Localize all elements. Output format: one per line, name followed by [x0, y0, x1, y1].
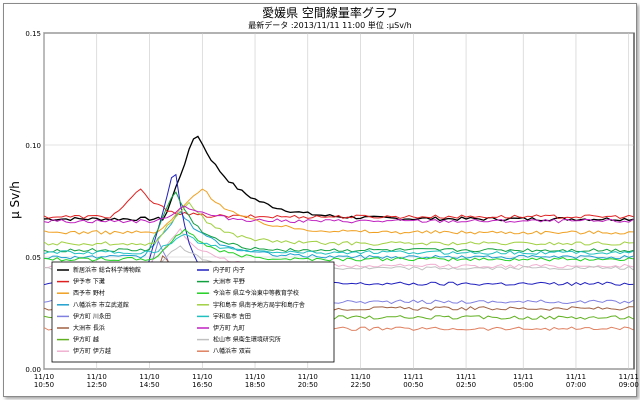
legend-entry: 大洲市 平野: [213, 278, 245, 286]
x-tick-time: 14:50: [139, 381, 159, 389]
x-tick-date: 11/11: [456, 373, 476, 381]
legend-entry: 宇和島市 吉田: [213, 312, 251, 320]
legend-entry: 八幡浜市 市立武道館: [73, 301, 129, 309]
series-line-1: [43, 188, 634, 220]
y-tick-label: 0.05: [25, 254, 41, 262]
x-tick-date: 11/10: [350, 373, 370, 381]
y-tick-label: 0.00: [25, 366, 41, 374]
x-tick-time: 02:50: [456, 381, 476, 389]
series-line-2: [43, 188, 634, 235]
series-line-0: [43, 135, 634, 222]
legend-entry: 西予市 野村: [73, 289, 105, 297]
series-line-11: [43, 201, 634, 246]
x-tick-date: 11/10: [298, 373, 318, 381]
x-tick-time: 05:00: [513, 381, 533, 389]
series-line-3: [43, 210, 634, 260]
legend-entry: 今治市 県立今治東中等教育学校: [213, 289, 299, 297]
legend-box: [51, 261, 335, 363]
legend-entry: 八幡浜市 双岩: [213, 347, 251, 355]
series-line-13: [43, 205, 634, 224]
x-tick-date: 11/10: [245, 373, 265, 381]
y-ticks: 0.15 0.10 0.05 0.00: [25, 30, 41, 374]
x-tick-date: 11/11: [513, 373, 533, 381]
x-tick-time: 16:50: [192, 381, 212, 389]
legend-entry: 伊予市 下灘: [73, 278, 105, 286]
y-tick-label: 0.15: [25, 30, 41, 38]
x-tick-date: 11/10: [87, 373, 107, 381]
legend-entry: 伊方町 越: [73, 336, 99, 344]
x-tick-date: 11/11: [619, 373, 639, 381]
legend-entry: 伊方町 川永田: [73, 312, 111, 320]
legend-entry: 伊方町 伊方越: [73, 347, 111, 355]
legend-entry: 伊方町 九町: [213, 324, 245, 332]
x-tick-time: 07:00: [566, 381, 586, 389]
y-axis-label: μ Sv/h: [8, 181, 22, 219]
y-tick-label: 0.10: [25, 142, 41, 150]
x-tick-time: 20:50: [298, 381, 318, 389]
series-line-10: [43, 228, 634, 262]
series-line-12: [43, 233, 634, 255]
x-tick-date: 11/10: [139, 373, 159, 381]
legend-entry: 内子町 内子: [213, 266, 245, 274]
x-tick-time: 12:50: [87, 381, 107, 389]
legend-entry: 大洲市 長浜: [73, 324, 105, 332]
x-tick-date: 11/10: [34, 373, 54, 381]
x-tick-time: 10:50: [34, 381, 54, 389]
x-tick-time: 18:50: [245, 381, 265, 389]
legend-entry: 松山市 県衛生環境研究所: [213, 336, 281, 344]
x-tick-time: 00:50: [403, 381, 423, 389]
x-ticks: 11/1010:5011/1012:5011/1014:5011/1016:50…: [34, 373, 639, 389]
chart-subtitle: 最新データ :2013/11/11 11:00 単位 :μSv/h: [248, 20, 411, 30]
chart-title: 愛媛県 空間線量率グラフ: [262, 5, 398, 20]
x-tick-time: 09:00: [619, 381, 639, 389]
x-tick-date: 11/10: [192, 373, 212, 381]
x-tick-date: 11/11: [403, 373, 423, 381]
legend-entry: 新居浜市 総合科学博物館: [73, 266, 141, 274]
x-tick-time: 22:50: [350, 381, 370, 389]
series-line-9: [43, 191, 634, 253]
x-tick-date: 11/11: [566, 373, 586, 381]
legend-entry: 宇和島市 県南予地方局宇和島庁舎: [213, 301, 305, 309]
